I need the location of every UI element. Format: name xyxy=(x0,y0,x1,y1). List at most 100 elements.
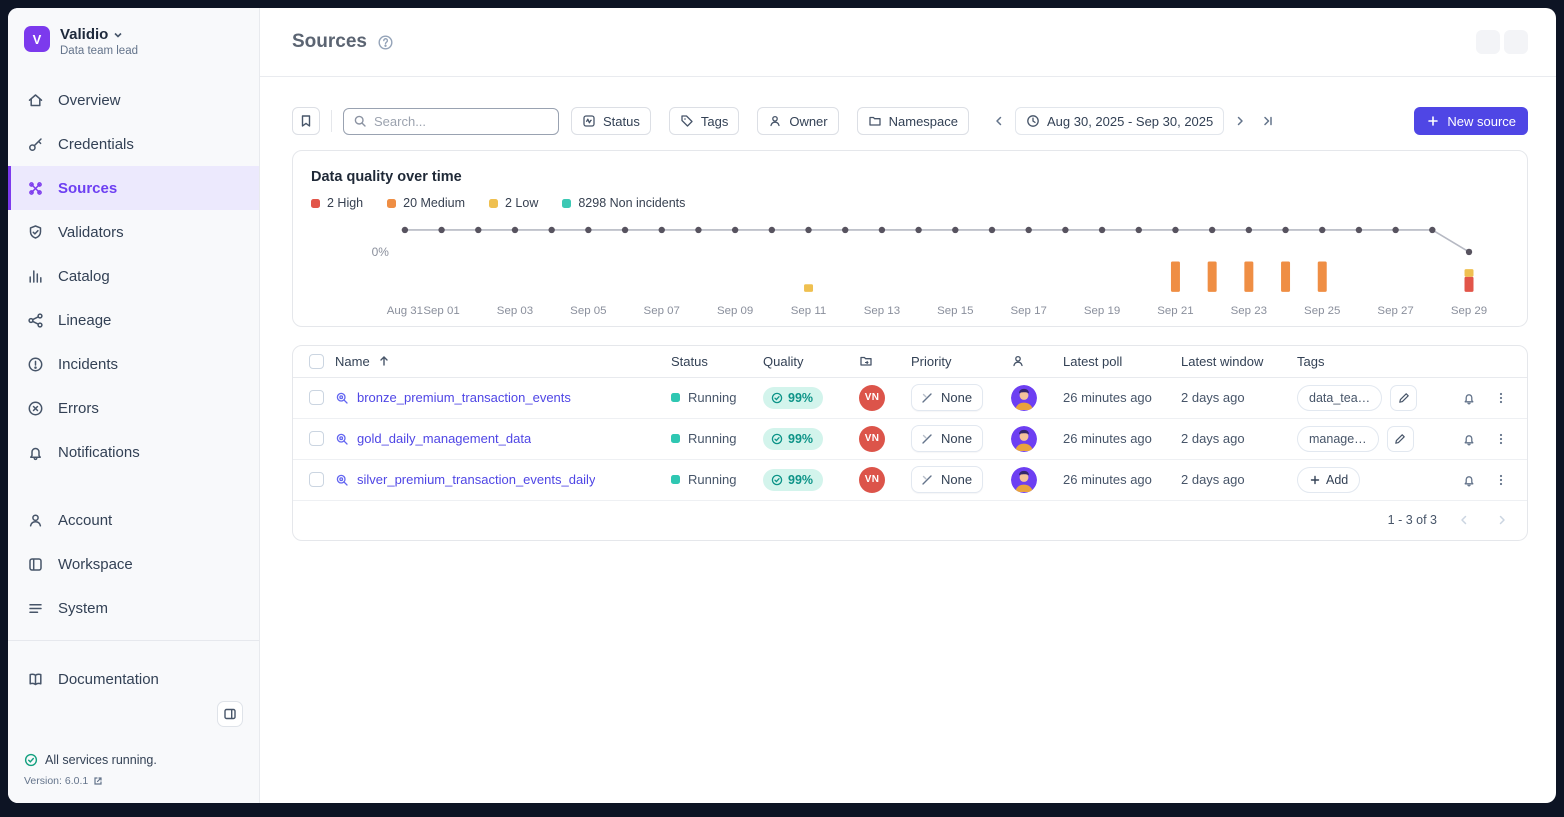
tags-filter-button[interactable]: Tags xyxy=(668,107,740,135)
priority-selector[interactable]: None xyxy=(911,384,984,412)
filter-buttons: Status Tags Owner Namespace xyxy=(571,107,969,135)
tag-pill[interactable]: data_tea… xyxy=(1297,384,1383,411)
namespace-badge[interactable]: VN xyxy=(859,425,885,452)
svg-text:Sep 19: Sep 19 xyxy=(1084,305,1120,317)
search-input[interactable] xyxy=(374,113,549,129)
col-label: Quality xyxy=(763,353,804,369)
date-latest-button[interactable] xyxy=(1256,109,1280,133)
col-status: Status xyxy=(671,354,763,369)
org-switcher[interactable]: V Validio Data team lead xyxy=(8,8,259,72)
status-filter-button[interactable]: Status xyxy=(571,107,651,135)
priority-selector[interactable]: None xyxy=(911,466,984,494)
source-name-link[interactable]: gold_daily_management_data xyxy=(357,431,532,447)
quality-badge[interactable]: 99% xyxy=(763,468,824,491)
help-button[interactable] xyxy=(377,34,394,51)
sidebar-item-lineage[interactable]: Lineage xyxy=(8,298,259,342)
plus-icon xyxy=(1428,116,1439,126)
user-icon xyxy=(770,115,780,127)
row-menu-button[interactable] xyxy=(1489,386,1513,410)
owner-filter-button[interactable]: Owner xyxy=(757,107,839,135)
namespace-filter-button[interactable]: Namespace xyxy=(856,107,969,135)
source-name-link[interactable]: silver_premium_transaction_events_daily xyxy=(357,472,596,488)
search-box[interactable] xyxy=(343,107,559,135)
sidebar-item-notifications[interactable]: Notifications xyxy=(8,430,259,474)
legend-label: 2 High xyxy=(327,196,364,210)
tag-pill[interactable]: manage… xyxy=(1297,425,1379,452)
sidebar-item-overview[interactable]: Overview xyxy=(8,78,259,122)
quality-badge[interactable]: 99% xyxy=(763,427,824,450)
quality-badge[interactable]: 99% xyxy=(763,386,824,409)
bookmark-icon xyxy=(301,115,311,127)
row-notifications-button[interactable] xyxy=(1457,427,1481,451)
collapse-sidebar-button[interactable] xyxy=(217,701,243,727)
pagination-prev-button[interactable] xyxy=(1453,509,1475,531)
sidebar-item-label: Errors xyxy=(58,399,99,417)
check-circle-icon xyxy=(771,433,783,445)
new-source-label: New source xyxy=(1447,113,1516,129)
legend-dot-non-incidents xyxy=(562,198,572,208)
priority-value: None xyxy=(941,431,973,447)
sidebar-item-credentials[interactable]: Credentials xyxy=(8,122,259,166)
services-status: All services running. xyxy=(8,753,259,767)
date-range-label: Aug 30, 2025 - Sep 30, 2025 xyxy=(1047,113,1214,129)
add-tag-label: Add xyxy=(1326,472,1349,487)
version-info[interactable]: Version: 6.0.1 xyxy=(8,767,259,803)
sidebar-item-label: Account xyxy=(58,511,113,529)
sidebar-item-incidents[interactable]: Incidents xyxy=(8,342,259,386)
folder-icon xyxy=(868,116,881,126)
latest-window-value: 2 days ago xyxy=(1181,431,1245,447)
legend-item-medium: 20 Medium xyxy=(387,196,465,210)
saved-filters-button[interactable] xyxy=(292,107,320,135)
edit-tags-button[interactable] xyxy=(1386,425,1414,452)
sidebar-item-system[interactable]: System xyxy=(8,586,259,630)
date-next-button[interactable] xyxy=(1228,109,1252,133)
new-source-button[interactable]: New source xyxy=(1414,107,1528,135)
row-notifications-button[interactable] xyxy=(1457,386,1481,410)
edit-tags-button[interactable] xyxy=(1390,384,1418,411)
row-checkbox[interactable] xyxy=(309,390,324,406)
status-indicator xyxy=(671,475,680,485)
sidebar-item-workspace[interactable]: Workspace xyxy=(8,542,259,586)
sidebar-item-account[interactable]: Account xyxy=(8,498,259,542)
legend-label: 20 Medium xyxy=(403,196,465,210)
header-ghost-button[interactable] xyxy=(1504,30,1528,54)
namespace-badge[interactable]: VN xyxy=(859,466,885,493)
date-range-button[interactable]: Aug 30, 2025 - Sep 30, 2025 xyxy=(1015,107,1225,135)
sidebar-item-sources[interactable]: Sources xyxy=(8,166,259,211)
col-label: Latest window xyxy=(1181,353,1264,369)
sources-toolbar: Status Tags Owner Namespace xyxy=(292,107,1528,135)
owner-avatar[interactable] xyxy=(1011,384,1037,411)
pagination-next-button[interactable] xyxy=(1491,509,1513,531)
header-ghost-button[interactable] xyxy=(1476,30,1500,54)
table-row: gold_daily_management_data Running 99% V… xyxy=(293,419,1527,460)
source-name-link[interactable]: bronze_premium_transaction_events xyxy=(357,390,571,406)
sidebar-nav-tertiary: Documentation xyxy=(8,651,259,701)
owner-avatar[interactable] xyxy=(1011,466,1037,493)
sidebar-item-label: Catalog xyxy=(58,267,110,285)
sidebar-item-label: Incidents xyxy=(58,355,119,373)
priority-selector[interactable]: None xyxy=(911,425,984,453)
row-menu-button[interactable] xyxy=(1489,427,1513,451)
latest-poll-value: 26 minutes ago xyxy=(1063,390,1152,406)
sidebar-item-errors[interactable]: Errors xyxy=(8,386,259,430)
select-all-checkbox[interactable] xyxy=(309,353,324,369)
svg-text:Sep 21: Sep 21 xyxy=(1157,305,1193,317)
col-name[interactable]: Name xyxy=(335,354,671,369)
sidebar-item-documentation[interactable]: Documentation xyxy=(8,657,259,701)
row-checkbox[interactable] xyxy=(309,431,324,447)
bell-icon xyxy=(1464,476,1474,487)
add-tag-button[interactable]: Add xyxy=(1297,466,1361,493)
owner-avatar[interactable] xyxy=(1011,425,1037,452)
quality-value: 99% xyxy=(788,390,814,405)
date-prev-button[interactable] xyxy=(987,109,1011,133)
sidebar-item-catalog[interactable]: Catalog xyxy=(8,254,259,298)
quality-value: 99% xyxy=(788,431,814,446)
date-navigation: Aug 30, 2025 - Sep 30, 2025 xyxy=(987,107,1280,135)
sidebar-item-validators[interactable]: Validators xyxy=(8,210,259,254)
row-menu-button[interactable] xyxy=(1489,468,1513,492)
row-notifications-button[interactable] xyxy=(1457,468,1481,492)
kebab-menu-icon xyxy=(1499,474,1503,485)
namespace-badge[interactable]: VN xyxy=(859,384,885,411)
row-checkbox[interactable] xyxy=(309,472,324,488)
